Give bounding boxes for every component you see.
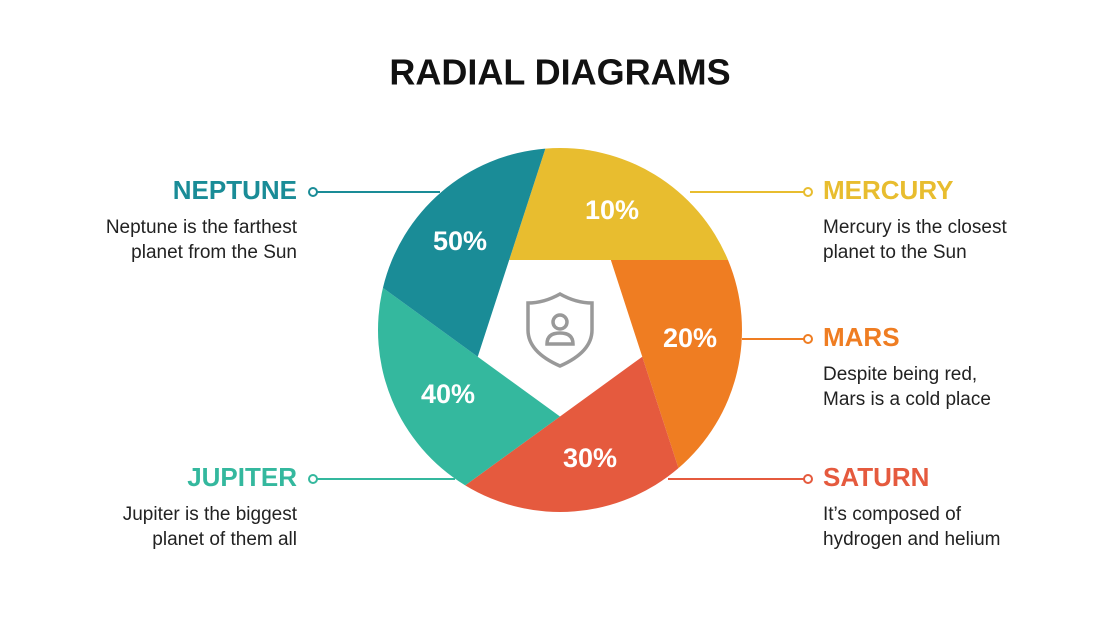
shield-icon [526, 291, 594, 368]
item-description: planet from the Sun [131, 242, 297, 263]
item-name: MARS [823, 322, 900, 352]
item-name: SATURN [823, 462, 929, 492]
segment-label: 20% [663, 323, 717, 353]
labels: MERCURY Mercury is the closest planet to t… [106, 175, 1008, 550]
connector-dot [803, 334, 813, 344]
item-name: JUPITER [187, 462, 297, 492]
segment-label: 30% [563, 443, 617, 473]
segment [382, 148, 546, 357]
radial-diagram: 10% 20% 30% 40% 50% [378, 147, 743, 512]
item-description: planet of them all [152, 529, 297, 550]
segment [378, 287, 560, 486]
segment-label: 40% [421, 379, 475, 409]
item-description: Jupiter is the biggest [123, 504, 298, 525]
item-description: Mercury is the closest [823, 217, 1007, 238]
segment [509, 147, 729, 261]
item-description: hydrogen and helium [823, 529, 1000, 550]
item-description: Despite being red, [823, 364, 977, 385]
connector-dot [308, 187, 318, 197]
item-description: It’s composed of [823, 504, 962, 525]
item-description: Neptune is the farthest [106, 217, 298, 238]
connector-dot [803, 474, 813, 484]
item-description: Mars is a cold place [823, 389, 991, 410]
segment [465, 356, 679, 512]
segment-label: 10% [585, 195, 639, 225]
segment-label: 50% [433, 226, 487, 256]
connector-dot [308, 474, 318, 484]
item-name: MERCURY [823, 175, 953, 205]
connector-dot [803, 187, 813, 197]
item-description: planet to the Sun [823, 242, 967, 263]
segment [610, 260, 743, 469]
item-name: NEPTUNE [173, 175, 297, 205]
title: RADIAL DIAGRAMS [389, 52, 730, 93]
